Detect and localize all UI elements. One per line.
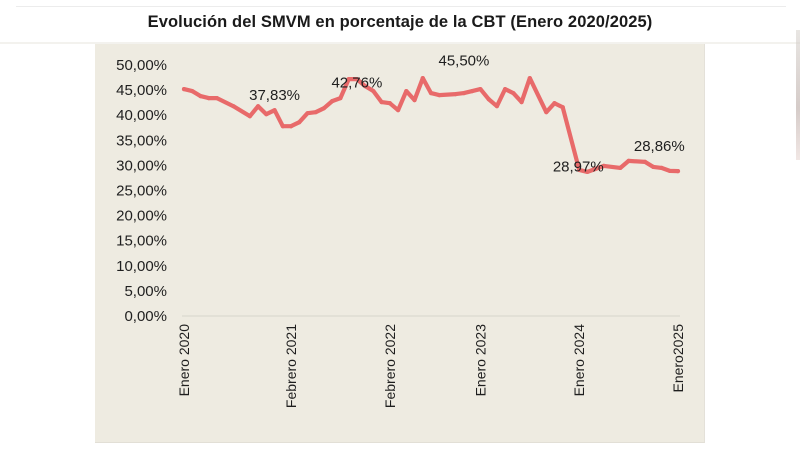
data-label: 42,76% [331, 74, 382, 91]
y-tick-label: 35,00% [116, 132, 167, 149]
x-tick-label: Enero2025 [670, 324, 686, 393]
data-point [667, 168, 672, 174]
data-point [264, 112, 269, 117]
data-point [461, 91, 467, 96]
data-point [412, 98, 417, 103]
top-divider [16, 6, 786, 7]
data-point [190, 89, 195, 94]
data-point [247, 114, 252, 119]
data-point [585, 169, 590, 175]
y-tick-label: 50,00% [116, 57, 167, 74]
data-point [618, 165, 623, 171]
data-point [420, 75, 425, 81]
y-tick-label: 40,00% [116, 107, 167, 124]
data-point [577, 167, 582, 173]
data-point [206, 96, 211, 101]
data-point [651, 164, 656, 170]
data-point [511, 91, 516, 96]
data-point [675, 169, 681, 174]
y-tick-label: 25,00% [116, 183, 167, 200]
y-tick-label: 30,00% [116, 157, 167, 174]
data-point [379, 100, 384, 105]
chart-title: Evolución del SMVM en porcentaje de la C… [147, 13, 653, 31]
data-point [601, 163, 607, 169]
data-point [214, 96, 220, 101]
data-point [330, 99, 335, 104]
data-point [453, 92, 458, 97]
data-label: 45,50% [438, 53, 489, 70]
data-point [486, 97, 491, 102]
data-point [363, 83, 368, 89]
x-axis: Enero 2020 Febrero 2021 Febrero 2022 Enero … [176, 324, 686, 408]
data-point [642, 159, 648, 164]
x-tick-label: Enero 2023 [472, 324, 488, 397]
data-point [272, 108, 277, 113]
data-point [503, 86, 508, 92]
data-point [552, 101, 557, 106]
data-point [437, 93, 442, 98]
data-point [354, 76, 359, 82]
y-tick-label: 5,00% [124, 283, 167, 300]
data-point [305, 111, 310, 116]
data-point [256, 104, 261, 109]
data-point [519, 100, 524, 105]
data-point [560, 105, 565, 110]
data-label: 28,97% [553, 159, 604, 176]
data-point [659, 165, 664, 171]
data-point [288, 124, 294, 129]
page-edge-shadow [796, 30, 800, 160]
data-point [321, 106, 327, 111]
x-tick-label: Enero 2020 [176, 324, 192, 397]
x-tick-label: Enero 2024 [571, 324, 587, 397]
data-point [428, 91, 434, 96]
data-point [371, 89, 376, 94]
data-point [395, 108, 401, 113]
data-point [338, 96, 343, 101]
data-point [231, 104, 236, 109]
data-labels: 37,83% 42,76% 45,50% 28,97% 28,86% [249, 53, 685, 176]
x-tick-label: Febrero 2022 [382, 324, 398, 408]
data-point [478, 86, 483, 92]
y-tick-label: 10,00% [116, 258, 167, 275]
data-point [313, 110, 318, 115]
data-point [527, 75, 532, 81]
data-point [387, 101, 392, 106]
data-point [297, 120, 302, 125]
data-point [280, 124, 285, 129]
data-point [404, 89, 409, 94]
data-point [346, 76, 351, 82]
y-tick-label: 20,00% [116, 208, 167, 225]
y-tick-label: 15,00% [116, 233, 167, 250]
data-label: 28,86% [634, 138, 685, 155]
y-axis: 50,00% 45,00% 40,00% 35,00% 30,00% 25,00% 20,0… [116, 57, 167, 325]
data-point [626, 158, 631, 163]
y-tick-label: 45,00% [116, 82, 167, 99]
data-label: 37,83% [249, 87, 300, 104]
data-point [494, 104, 499, 109]
data-point [198, 94, 203, 99]
title-divider [0, 42, 800, 44]
data-point [544, 110, 549, 115]
data-point [181, 86, 187, 92]
y-tick-label: 0,00% [124, 308, 167, 325]
x-tick-label: Febrero 2021 [283, 324, 299, 408]
data-point [470, 89, 475, 94]
data-points [181, 75, 681, 175]
